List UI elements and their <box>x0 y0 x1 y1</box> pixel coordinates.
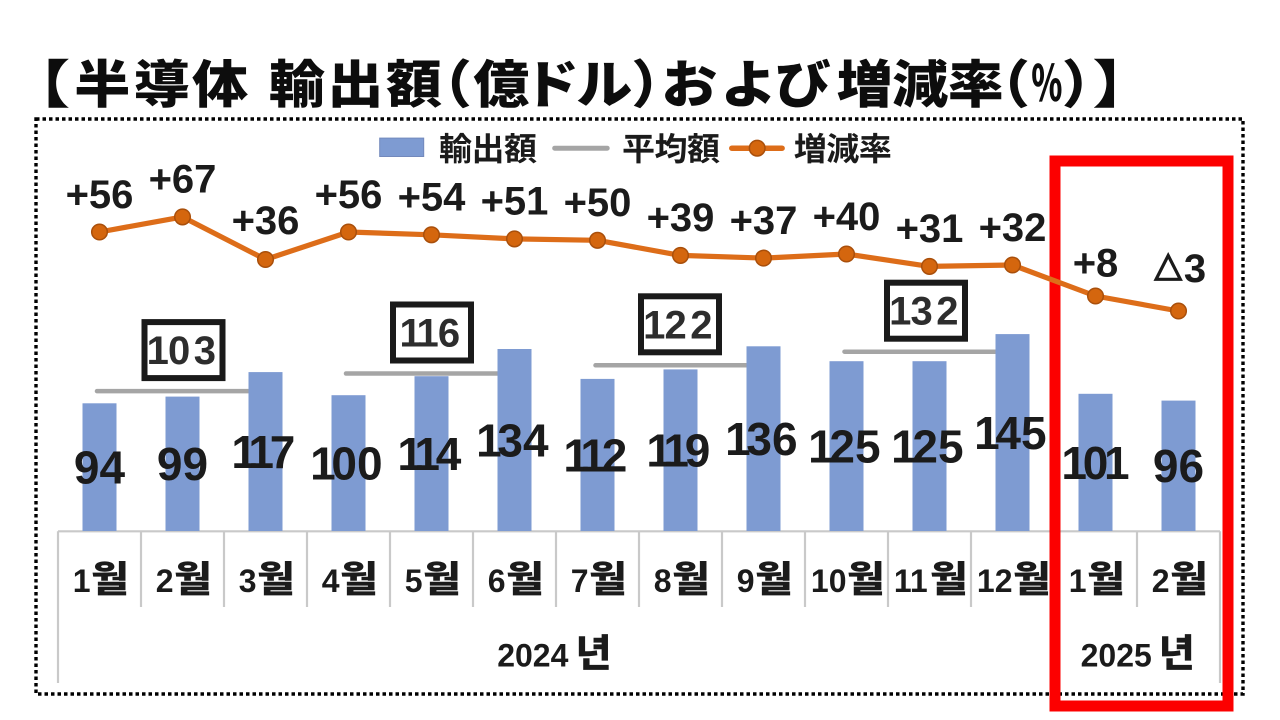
svg-text:1: 1 <box>563 429 589 481</box>
svg-text:3: 3 <box>497 414 523 466</box>
svg-text:4: 4 <box>322 563 340 599</box>
svg-text:+40: +40 <box>813 195 881 239</box>
svg-text:1: 1 <box>725 413 751 465</box>
svg-text:1: 1 <box>889 290 911 334</box>
svg-text:3: 3 <box>239 563 257 599</box>
svg-text:1: 1 <box>1069 563 1087 599</box>
svg-text:1: 1 <box>1104 437 1130 489</box>
svg-text:0: 0 <box>357 438 383 490</box>
svg-text:+8: +8 <box>1073 241 1119 285</box>
svg-text:+37: +37 <box>730 199 798 243</box>
svg-text:2024: 2024 <box>497 638 568 674</box>
svg-text:+56: +56 <box>315 173 383 217</box>
svg-text:1: 1 <box>646 425 672 477</box>
svg-text:+54: +54 <box>398 176 467 220</box>
svg-text:+31: +31 <box>896 207 964 251</box>
svg-text:6: 6 <box>438 312 460 356</box>
svg-text:3: 3 <box>194 329 216 373</box>
svg-text:9: 9 <box>74 442 100 494</box>
svg-text:+36: +36 <box>232 199 300 243</box>
svg-text:+67: +67 <box>149 158 217 202</box>
svg-text:8: 8 <box>654 563 672 599</box>
svg-text:3: 3 <box>910 290 932 334</box>
svg-text:2: 2 <box>912 421 938 473</box>
svg-text:1: 1 <box>231 426 257 478</box>
svg-text:9: 9 <box>737 563 755 599</box>
svg-text:1: 1 <box>476 414 502 466</box>
svg-text:5: 5 <box>855 421 881 473</box>
svg-text:1: 1 <box>397 428 423 480</box>
svg-text:7: 7 <box>571 563 589 599</box>
svg-text:9: 9 <box>183 438 209 490</box>
svg-text:12: 12 <box>977 563 1013 599</box>
svg-text:3: 3 <box>746 413 772 465</box>
svg-text:4: 4 <box>436 428 462 480</box>
svg-text:+39: +39 <box>647 196 715 240</box>
svg-text:1: 1 <box>1061 437 1087 489</box>
svg-text:2025: 2025 <box>1081 638 1152 674</box>
svg-text:4: 4 <box>100 442 126 494</box>
svg-text:10: 10 <box>811 563 847 599</box>
svg-text:1: 1 <box>643 303 665 347</box>
svg-text:7: 7 <box>270 426 296 478</box>
svg-text:6: 6 <box>1179 440 1205 492</box>
svg-text:5: 5 <box>1021 407 1047 459</box>
svg-text:0: 0 <box>331 438 357 490</box>
svg-text:1: 1 <box>147 329 169 373</box>
svg-text:2: 2 <box>936 290 958 334</box>
svg-text:1: 1 <box>73 563 91 599</box>
svg-text:1: 1 <box>416 312 438 356</box>
svg-text:+32: +32 <box>979 206 1047 250</box>
svg-text:5: 5 <box>405 563 423 599</box>
svg-text:1: 1 <box>808 421 834 473</box>
svg-text:+51: +51 <box>481 180 549 224</box>
svg-text:1: 1 <box>414 428 440 480</box>
svg-text:2: 2 <box>1152 563 1170 599</box>
svg-text:6: 6 <box>772 413 798 465</box>
svg-text:2: 2 <box>156 563 174 599</box>
svg-text:1: 1 <box>891 421 917 473</box>
svg-text:3: 3 <box>1184 247 1206 291</box>
svg-text:1: 1 <box>580 429 606 481</box>
svg-text:4: 4 <box>523 414 549 466</box>
svg-text:9: 9 <box>157 438 183 490</box>
svg-text:6: 6 <box>488 563 506 599</box>
svg-text:9: 9 <box>685 425 711 477</box>
svg-text:0: 0 <box>1083 437 1109 489</box>
svg-text:4: 4 <box>995 407 1021 459</box>
svg-text:5: 5 <box>938 421 964 473</box>
svg-text:1: 1 <box>663 425 689 477</box>
svg-text:9: 9 <box>1153 440 1179 492</box>
svg-text:+50: +50 <box>564 181 632 225</box>
svg-text:1: 1 <box>248 426 274 478</box>
svg-text:2: 2 <box>664 303 686 347</box>
svg-text:2: 2 <box>829 421 855 473</box>
svg-text:+56: +56 <box>66 173 134 217</box>
svg-text:1: 1 <box>974 407 1000 459</box>
svg-text:11: 11 <box>894 563 928 599</box>
svg-text:1: 1 <box>310 438 336 490</box>
svg-text:0: 0 <box>168 329 190 373</box>
svg-text:1: 1 <box>399 312 421 356</box>
svg-text:2: 2 <box>690 303 712 347</box>
svg-text:2: 2 <box>602 429 628 481</box>
